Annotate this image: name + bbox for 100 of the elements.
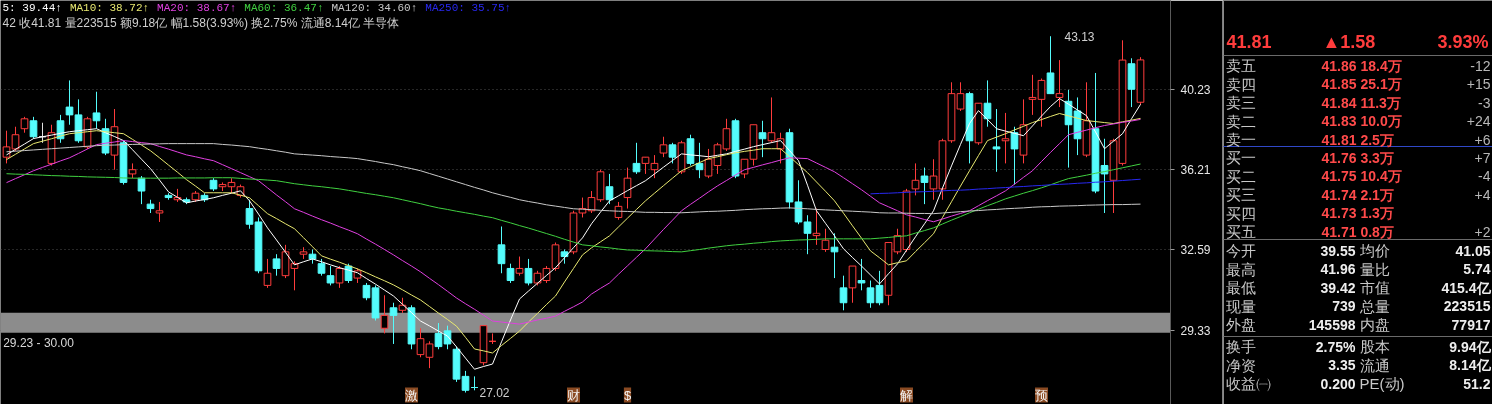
x-tick-label: 预 <box>1035 387 1048 403</box>
candlestick <box>668 142 677 164</box>
text: +6 <box>1474 131 1491 148</box>
candlestick <box>659 136 668 158</box>
candlestick <box>1001 112 1010 164</box>
candlestick <box>272 253 281 277</box>
candlestick <box>326 265 335 286</box>
text: +15 <box>1466 76 1491 92</box>
text: 卖四 <box>1225 75 1256 93</box>
text: +4 <box>1474 186 1491 203</box>
text: PE(动) <box>1359 375 1405 392</box>
y-tick-label: 36.21 <box>1180 162 1211 177</box>
text: 内盘 <box>1359 316 1390 333</box>
candlestick <box>875 270 884 306</box>
candlestick <box>722 118 731 152</box>
text: 41.74 2.1万 <box>1321 186 1394 203</box>
text: 买五 <box>1225 223 1256 240</box>
candlestick <box>434 322 443 350</box>
text: 41.76 3.3万 <box>1321 149 1394 166</box>
candlestick <box>155 201 164 223</box>
candlestick <box>830 232 839 279</box>
x-tick-label: 解 <box>900 387 913 403</box>
text: 223515 <box>1443 298 1491 314</box>
x-tick-label: 财 <box>567 387 580 403</box>
text: 41.75 10.4万 <box>1321 168 1402 184</box>
text: 总量 <box>1358 297 1390 315</box>
text: 外盘 <box>1225 316 1256 333</box>
text: 51.2 <box>1463 375 1491 392</box>
text: -3 <box>1478 94 1491 111</box>
text: 41.84 11.3万 <box>1321 94 1401 111</box>
text: 量比 <box>1359 260 1390 278</box>
y-tick-label: 32.59 <box>1180 243 1211 258</box>
text: 卖三 <box>1225 94 1256 111</box>
candlestick <box>389 302 398 345</box>
text: 卖五 <box>1225 57 1256 74</box>
text: +24 <box>1466 113 1491 129</box>
text: 5.74 <box>1463 261 1491 277</box>
candlestick <box>65 79 74 126</box>
text: 卖二 <box>1225 112 1256 130</box>
text: MA120: 34.60↑ <box>331 1 418 14</box>
text: 收益㈠ <box>1225 375 1271 392</box>
candlestick <box>803 214 812 255</box>
text: 均价 <box>1358 242 1390 259</box>
text: 415.4亿 <box>1441 279 1492 296</box>
text: 最高 <box>1225 260 1256 278</box>
text: 9.94亿 <box>1449 338 1492 355</box>
x-tick-label: 激 <box>405 387 418 403</box>
text: 流通 <box>1359 356 1390 374</box>
candlestick <box>515 256 524 277</box>
candlestick <box>524 258 533 286</box>
text: MA10: 38.72↑ <box>69 1 150 14</box>
candlestick <box>839 275 848 311</box>
annotation: 27.02 <box>479 386 510 401</box>
text: 41.05 <box>1455 242 1491 259</box>
text: 买一 <box>1225 149 1256 166</box>
candlestick <box>29 116 38 140</box>
text: 41.86 18.4万 <box>1321 57 1402 74</box>
text: 8.14亿 <box>1449 357 1492 373</box>
candlestick <box>929 158 938 201</box>
text: 3.93% <box>1437 31 1489 52</box>
text: 卖一 <box>1225 131 1256 148</box>
text: MA20: 38.67↑ <box>157 1 237 14</box>
text: 买三 <box>1225 186 1256 203</box>
candlestick <box>416 327 425 358</box>
text: 145598 <box>1308 316 1356 333</box>
candlestick <box>1028 74 1037 116</box>
text: 41.81 <box>1226 32 1272 52</box>
candlestick <box>767 96 776 144</box>
candlestick <box>911 162 920 196</box>
candlestick <box>794 179 803 225</box>
line-series <box>6 163 1141 253</box>
text: 739 <box>1332 298 1356 314</box>
band-label: 29.23 - 30.00 <box>3 335 75 350</box>
candlestick <box>497 225 506 274</box>
candlestick <box>893 228 902 255</box>
text: 净资 <box>1225 356 1256 374</box>
text: 现量 <box>1225 297 1256 315</box>
text: 买四 <box>1225 204 1256 222</box>
text: 42 收41.81 量223515 额9.18亿 幅1.58(3.93%) 换2.75% 流通8.14亿 半导体 <box>2 15 400 30</box>
candlestick <box>1046 35 1055 95</box>
text: +7 <box>1474 149 1491 166</box>
text: 0.200 <box>1320 375 1356 392</box>
text: 77917 <box>1451 316 1491 333</box>
candlestick <box>866 280 875 309</box>
text: 买二 <box>1225 167 1256 185</box>
text: 换手 <box>1225 338 1256 355</box>
candlestick <box>92 91 101 130</box>
text: 市值 <box>1359 279 1390 296</box>
candlestick <box>758 120 767 158</box>
text: 41.81 2.5万 <box>1321 131 1394 148</box>
candlestick <box>461 370 470 394</box>
candlestick <box>245 199 254 230</box>
candlestick <box>335 265 344 289</box>
text: 41.73 1.3万 <box>1321 205 1394 221</box>
candlestick <box>263 258 272 289</box>
candlestick <box>920 167 929 205</box>
candlestick <box>380 294 389 334</box>
candlestick <box>992 108 1001 173</box>
text: MA60: 36.47↑ <box>244 1 324 14</box>
text: ▲1.58 <box>1322 31 1376 52</box>
